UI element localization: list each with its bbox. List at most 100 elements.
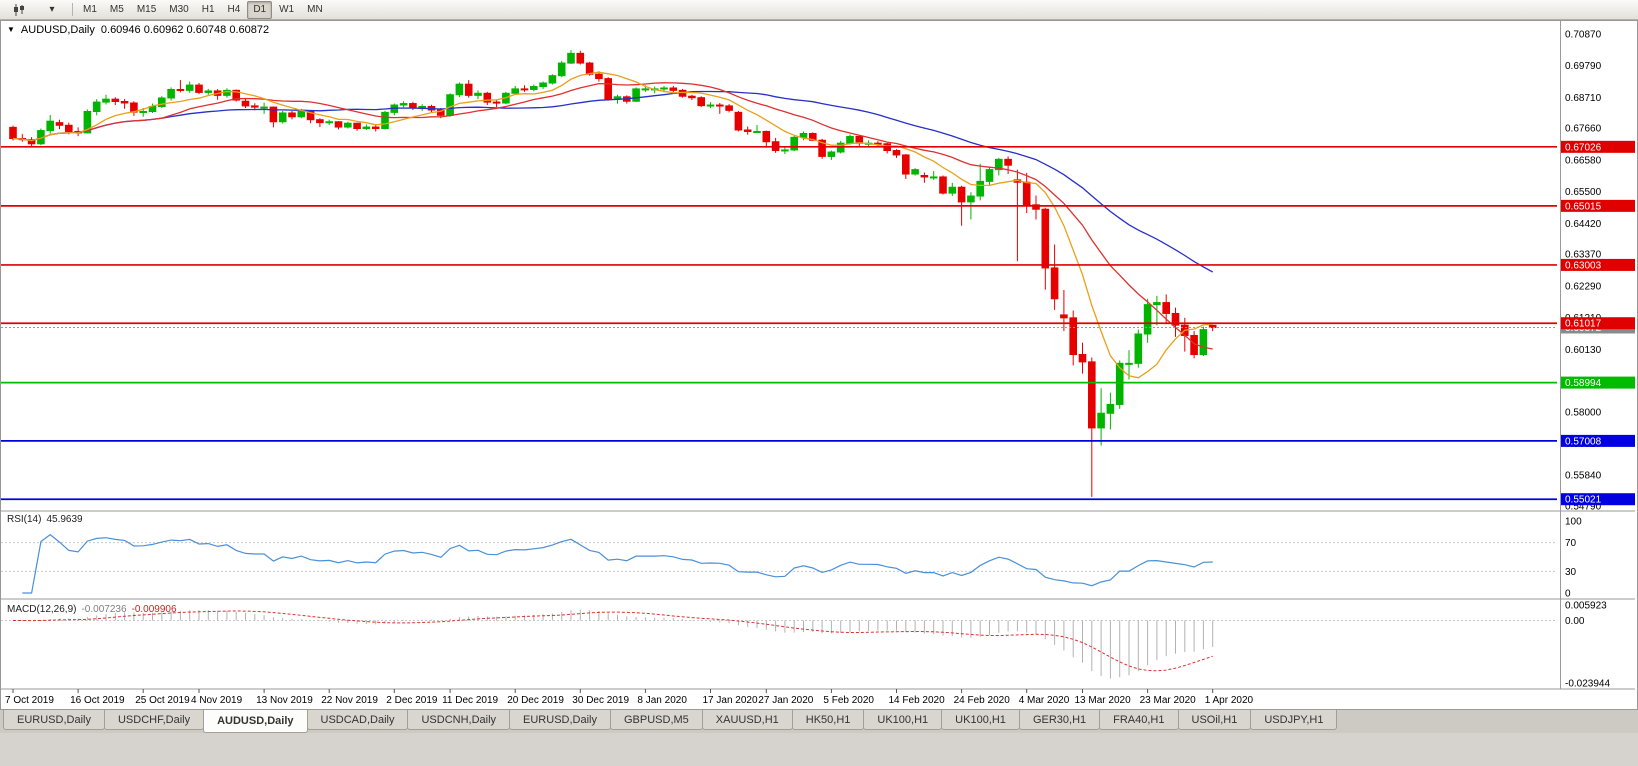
macd-name: MACD(12,26,9): [7, 604, 77, 615]
chart-tab-fra40-h1[interactable]: FRA40,H1: [1099, 710, 1179, 730]
moving-average-ma-medium: [12, 82, 1213, 350]
rsi-indicator-label: RSI(14) 45.9639: [7, 514, 83, 525]
svg-text:0.58000: 0.58000: [1565, 407, 1602, 418]
chart-tab-usoil-h1[interactable]: USOil,H1: [1177, 710, 1252, 730]
svg-text:0.65015: 0.65015: [1565, 201, 1602, 212]
rsi-name: RSI(14): [7, 514, 42, 525]
svg-text:27 Jan 2020: 27 Jan 2020: [758, 695, 813, 706]
svg-text:0.55021: 0.55021: [1565, 495, 1602, 506]
timeframe-button-m15[interactable]: M15: [136, 4, 157, 15]
chart-title: ▼ AUDUSD,Daily 0.60946 0.60962 0.60748 0…: [7, 24, 269, 36]
horizontal-level-lines: [1, 145, 1557, 501]
timeframe-button-m30[interactable]: M30: [169, 4, 189, 15]
chart-tab-gbpusd-m5[interactable]: GBPUSD,M5: [610, 710, 703, 730]
chart-tab-eurusd-daily[interactable]: EURUSD,Daily: [3, 710, 105, 730]
chart-tab-eurusd-daily[interactable]: EURUSD,Daily: [509, 710, 611, 730]
chart-tab-usdcad-daily[interactable]: USDCAD,Daily: [306, 710, 409, 730]
chart-symbol-label: AUDUSD,Daily: [20, 24, 95, 36]
timeframe-button-h4[interactable]: H4: [227, 4, 241, 15]
svg-text:0.69790: 0.69790: [1565, 61, 1602, 72]
svg-text:2 Dec 2019: 2 Dec 2019: [386, 695, 438, 706]
svg-text:70: 70: [1565, 538, 1577, 549]
svg-text:0: 0: [1565, 589, 1571, 600]
svg-text:23 Mar 2020: 23 Mar 2020: [1140, 695, 1197, 706]
chart-tab-audusd-daily[interactable]: AUDUSD,Daily: [203, 710, 308, 733]
svg-text:-0.023944: -0.023944: [1565, 679, 1610, 690]
svg-text:13 Nov 2019: 13 Nov 2019: [256, 695, 313, 706]
svg-text:0.70870: 0.70870: [1565, 30, 1602, 41]
symbol-dropdown-icon[interactable]: ▼: [7, 25, 15, 34]
moving-average-ma-fast: [12, 71, 1213, 379]
svg-text:0.68710: 0.68710: [1565, 93, 1602, 104]
svg-text:30: 30: [1565, 567, 1577, 578]
dropdown-arrow-icon[interactable]: ▾: [49, 4, 55, 15]
top-toolbar: ▾ M1 M5 M15 M30 H1 H4 D1 W1 MN: [0, 0, 1638, 20]
chart-canvas[interactable]: 0.70870 0.69790 0.68710 0.67660 0.66580 0.655…: [1, 21, 1635, 708]
svg-text:0.60130: 0.60130: [1565, 345, 1602, 356]
candlestick-chart-icon[interactable]: [3, 1, 35, 19]
chart-ohlc-values: 0.60946 0.60962 0.60748 0.60872: [100, 24, 270, 36]
chart-tab-xauusd-h1[interactable]: XAUUSD,H1: [701, 710, 793, 730]
svg-text:0.55840: 0.55840: [1565, 471, 1602, 482]
chart-tab-uk100-h1[interactable]: UK100,H1: [863, 710, 943, 730]
svg-text:25 Oct 2019: 25 Oct 2019: [135, 695, 190, 706]
svg-text:0.57008: 0.57008: [1565, 436, 1602, 447]
rsi-line: [22, 533, 1213, 594]
chart-tab-hk50-h1[interactable]: HK50,H1: [791, 710, 865, 730]
timeframe-button-m1[interactable]: M1: [83, 4, 97, 15]
chart-tab-usdcnh-daily[interactable]: USDCNH,Daily: [407, 710, 511, 730]
svg-text:0.54790: 0.54790: [1565, 501, 1602, 512]
svg-text:0.58994: 0.58994: [1565, 378, 1602, 389]
date-axis: 7 Oct 2019 16 Oct 2019 25 Oct 2019 4 Nov 20…: [5, 689, 1254, 706]
timeframe-button-d1[interactable]: D1: [247, 0, 273, 19]
macd-indicator-label: MACD(12,26,9) -0.007236 -0.009906: [7, 604, 177, 615]
timeframe-button-mn[interactable]: MN: [307, 4, 323, 15]
rsi-level-lines: [1, 542, 1557, 572]
timeframe-button-w1[interactable]: W1: [279, 4, 295, 15]
moving-average-ma-slow: [12, 90, 1214, 273]
svg-text:17 Jan 2020: 17 Jan 2020: [703, 695, 758, 706]
svg-text:0.66580: 0.66580: [1565, 155, 1602, 166]
svg-text:100: 100: [1565, 517, 1582, 528]
svg-text:13 Mar 2020: 13 Mar 2020: [1075, 695, 1132, 706]
svg-text:0.65500: 0.65500: [1565, 187, 1602, 198]
svg-text:8 Jan 2020: 8 Jan 2020: [637, 695, 687, 706]
svg-text:20 Dec 2019: 20 Dec 2019: [507, 695, 564, 706]
svg-text:11 Dec 2019: 11 Dec 2019: [442, 695, 498, 706]
svg-text:0.64420: 0.64420: [1565, 219, 1602, 230]
svg-text:0.005923: 0.005923: [1565, 601, 1607, 612]
chart-tab-usdchf-daily[interactable]: USDCHF,Daily: [103, 710, 205, 730]
svg-text:0.62290: 0.62290: [1565, 281, 1602, 292]
macd-axis-labels: 0.005923 0.00 -0.023944: [1565, 601, 1610, 690]
macd-main-value: -0.007236: [81, 604, 127, 615]
toolbar-separator: [72, 3, 73, 16]
chart-tab-uk100-h1[interactable]: UK100,H1: [941, 710, 1020, 730]
svg-text:4 Nov 2019: 4 Nov 2019: [191, 695, 243, 706]
chart-tab-usdjpy-h1[interactable]: USDJPY,H1: [1250, 710, 1338, 730]
svg-text:5 Feb 2020: 5 Feb 2020: [823, 695, 874, 706]
svg-text:16 Oct 2019: 16 Oct 2019: [70, 695, 125, 706]
timeframe-button-m5[interactable]: M5: [109, 4, 124, 15]
svg-text:30 Dec 2019: 30 Dec 2019: [572, 695, 629, 706]
timeframe-buttons: M1 M5 M15 M30 H1 H4 D1 W1 MN: [77, 0, 329, 19]
status-bar: [0, 733, 1638, 766]
level-price-tags: 0.67026 0.65015 0.63003 0.61017 0.58994 0.570…: [1561, 140, 1635, 506]
candles-layer: [9, 50, 1217, 497]
svg-text:4 Mar 2020: 4 Mar 2020: [1019, 695, 1070, 706]
rsi-value: 45.9639: [46, 514, 83, 525]
svg-text:22 Nov 2019: 22 Nov 2019: [321, 695, 378, 706]
timeframe-button-h1[interactable]: H1: [201, 4, 215, 15]
candlestick-chart-glyph: [14, 3, 24, 16]
macd-histogram: [21, 609, 1214, 679]
chart-tab-ger30-h1[interactable]: GER30,H1: [1018, 710, 1101, 730]
svg-text:1 Apr 2020: 1 Apr 2020: [1205, 695, 1254, 706]
svg-text:0.63003: 0.63003: [1565, 260, 1602, 271]
macd-signal-line: [13, 610, 1213, 672]
rsi-axis-labels: 100 70 30 0: [1565, 517, 1582, 600]
svg-text:0.00: 0.00: [1565, 616, 1585, 627]
svg-text:0.63370: 0.63370: [1565, 250, 1602, 261]
svg-text:0.61017: 0.61017: [1565, 319, 1602, 330]
svg-text:7 Oct 2019: 7 Oct 2019: [5, 695, 54, 706]
chart-window: ▼ AUDUSD,Daily 0.60946 0.60962 0.60748 0…: [0, 20, 1638, 711]
